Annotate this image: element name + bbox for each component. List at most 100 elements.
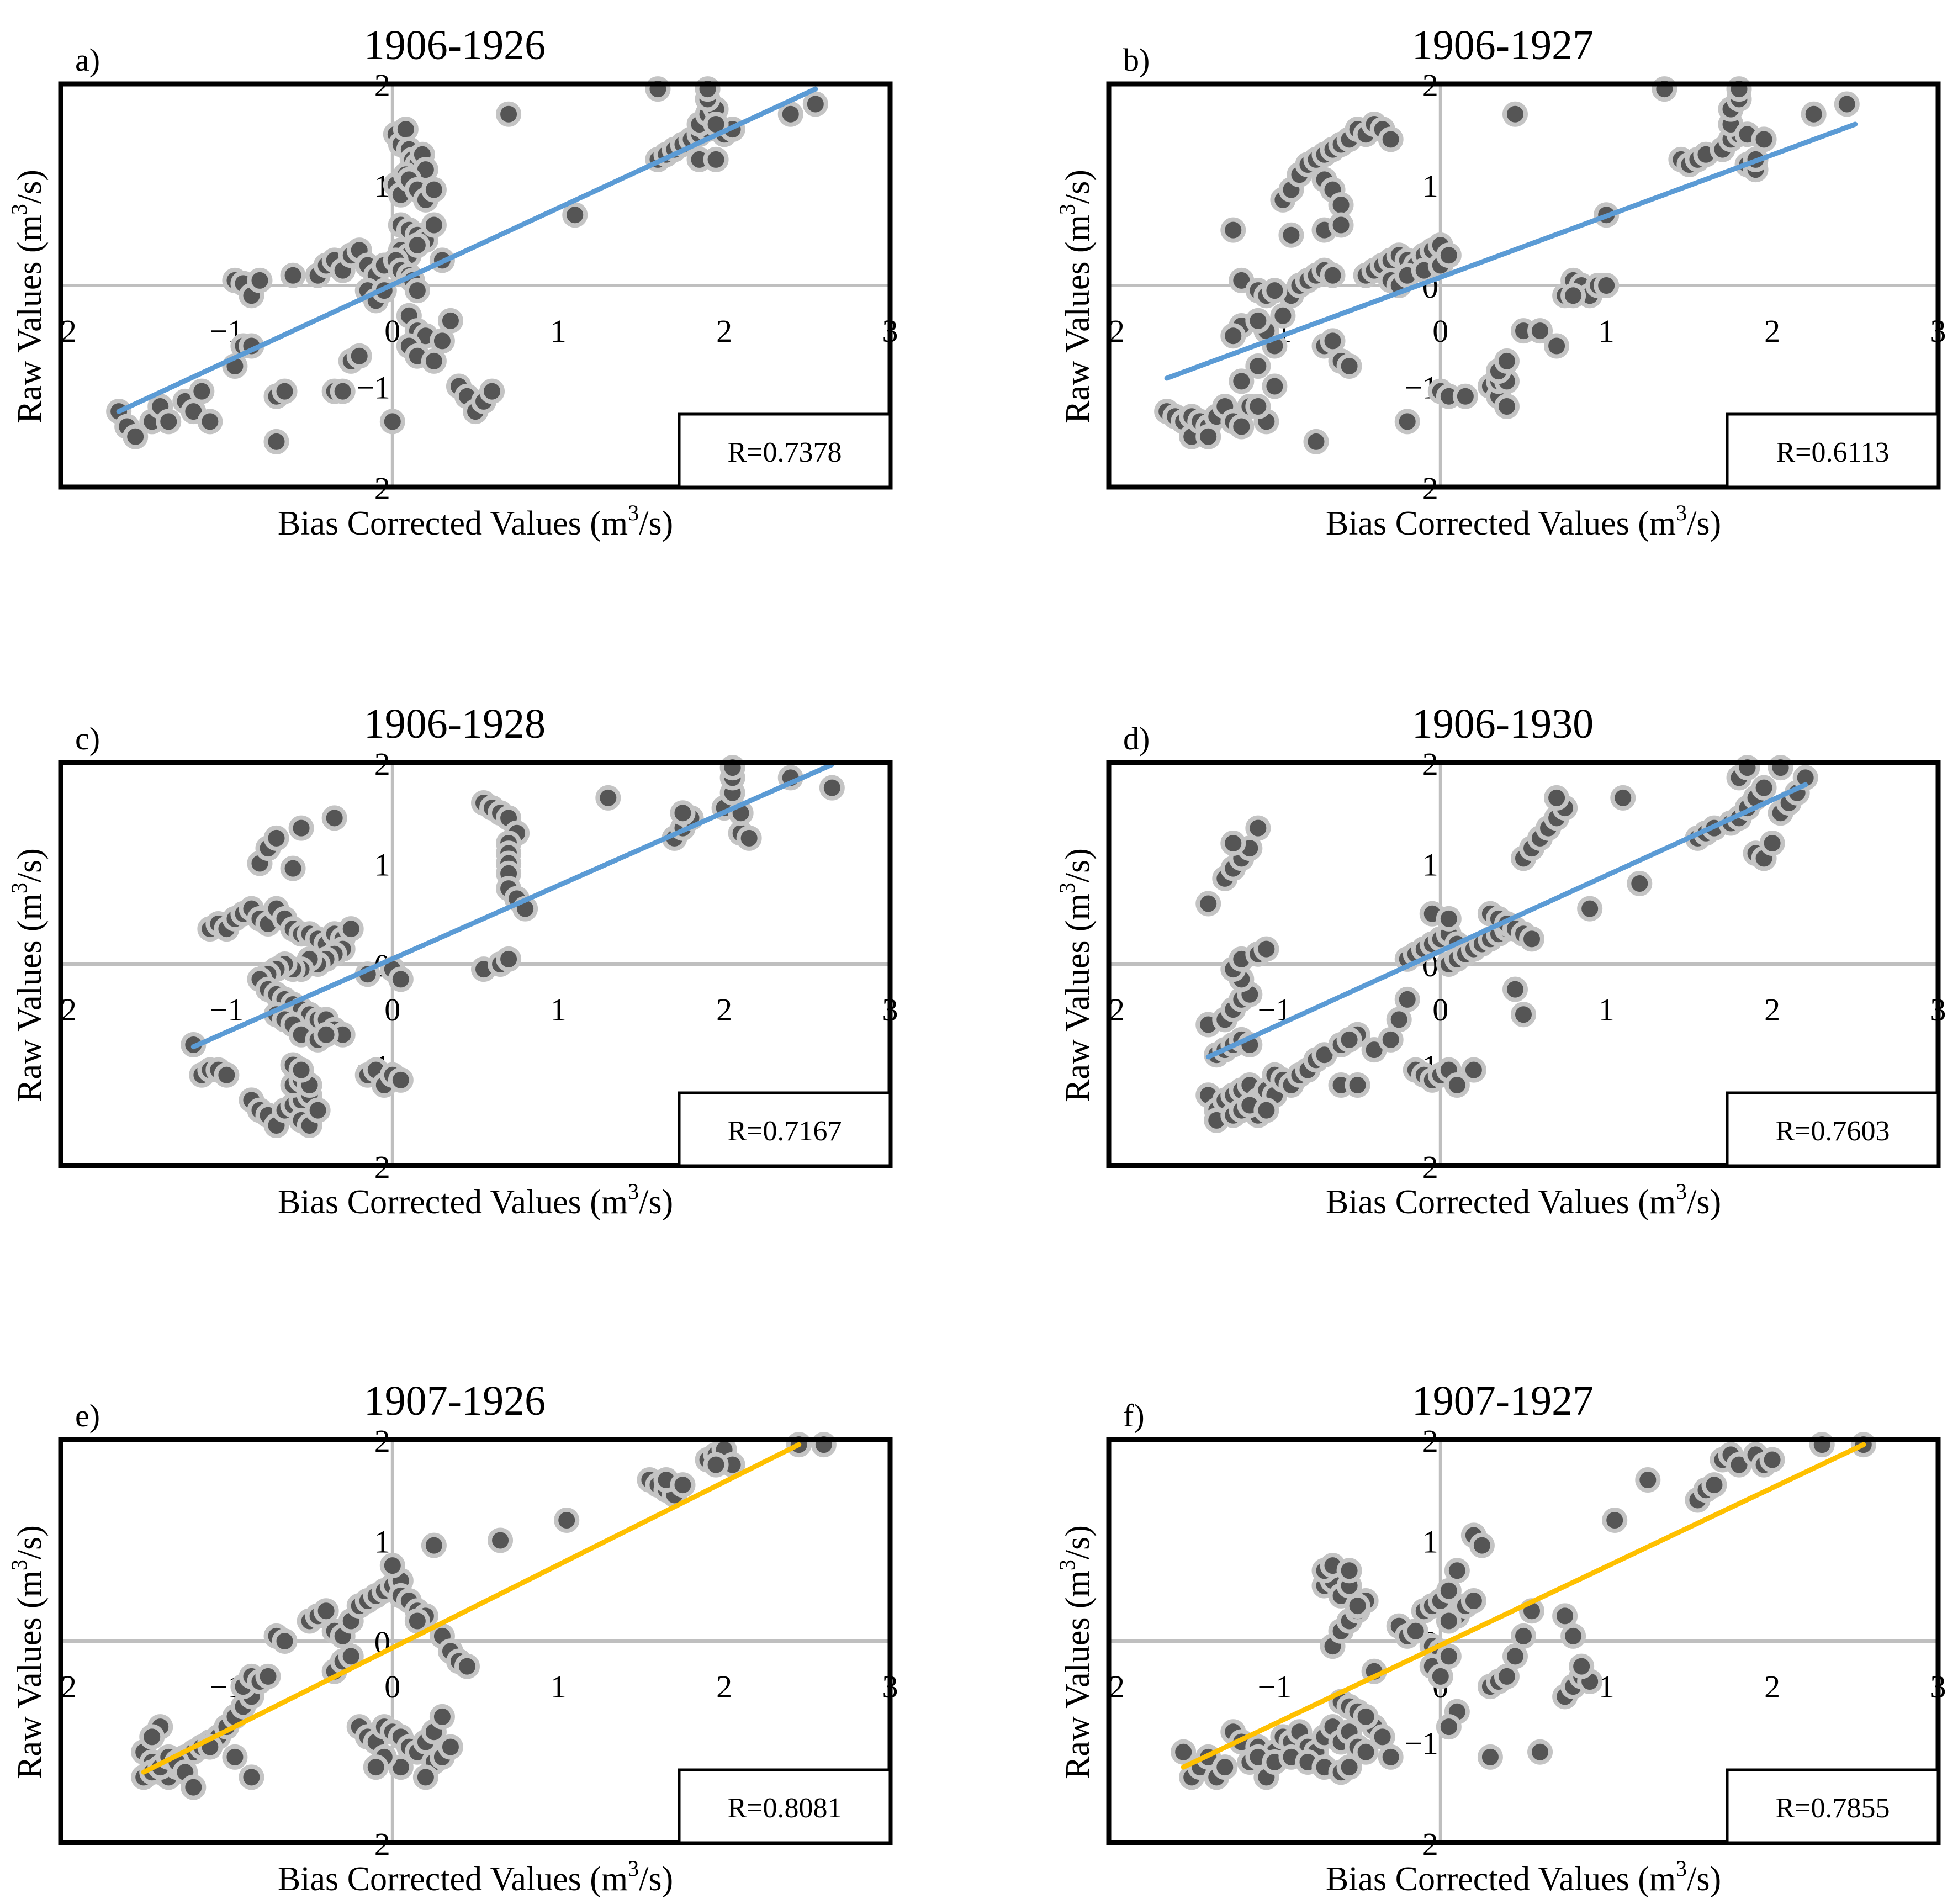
data-point xyxy=(1270,303,1296,329)
x-axis-label-main: Bias Corrected Values (m xyxy=(1326,1183,1676,1221)
data-point xyxy=(1494,348,1520,374)
x-axis-label: Bias Corrected Values (m3/s) xyxy=(278,1179,673,1221)
data-point xyxy=(421,212,447,238)
data-point xyxy=(421,348,447,374)
y-axis-label-tail: /s) xyxy=(1059,170,1097,204)
chart-title: 1906-1930 xyxy=(1412,701,1594,747)
chart-title: 1906-1928 xyxy=(364,701,546,747)
data-point xyxy=(1436,242,1462,268)
r-value-label: R=0.7378 xyxy=(727,437,842,468)
plot-frame xyxy=(1106,760,1941,1168)
x-axis-label-tail: /s) xyxy=(1687,1860,1721,1898)
data-point xyxy=(1328,192,1354,218)
data-point xyxy=(819,775,845,801)
x-axis-label-sup: 3 xyxy=(628,500,639,525)
data-point xyxy=(429,1704,455,1730)
panel-label: b) xyxy=(1123,42,1150,78)
data-point xyxy=(1444,1072,1470,1098)
x-axis-label-sup: 3 xyxy=(1676,1856,1687,1881)
x-tick-label: 2 xyxy=(716,313,732,349)
trend-line xyxy=(1205,782,1808,1060)
data-point xyxy=(554,1508,580,1533)
data-point xyxy=(363,1754,389,1780)
data-point xyxy=(1303,429,1329,454)
data-point xyxy=(1527,1739,1553,1765)
trend-line xyxy=(141,1442,802,1775)
data-point xyxy=(1320,262,1346,288)
x-axis-label-tail: /s) xyxy=(639,1183,673,1221)
data-point xyxy=(313,1598,339,1624)
data-point xyxy=(272,378,298,404)
x-tick-label: −1 xyxy=(210,992,244,1028)
data-point xyxy=(1336,353,1362,379)
data-point xyxy=(379,409,405,435)
plot-frame xyxy=(1106,1437,1941,1845)
x-axis-label-tail: /s) xyxy=(639,1860,673,1898)
data-point xyxy=(1759,831,1785,856)
data-point xyxy=(1378,126,1404,152)
data-point xyxy=(1444,1558,1470,1584)
data-point xyxy=(288,1057,314,1083)
data-point xyxy=(280,855,306,881)
data-point xyxy=(1245,815,1271,841)
x-tick-label: 0 xyxy=(384,992,400,1028)
x-tick-label: 0 xyxy=(1432,313,1448,349)
data-point xyxy=(1502,1643,1528,1669)
data-point xyxy=(1511,1623,1536,1649)
data-point xyxy=(429,328,455,354)
data-point xyxy=(1378,1027,1404,1053)
data-point xyxy=(346,343,372,369)
y-axis-label-main: Raw Values (m xyxy=(11,215,49,424)
data-point xyxy=(1229,368,1255,394)
data-point xyxy=(1477,1744,1503,1770)
data-point xyxy=(1262,278,1288,304)
data-point xyxy=(1278,222,1304,248)
data-point xyxy=(1212,1754,1238,1780)
data-point xyxy=(1353,1704,1379,1730)
y-axis-label-sup: 3 xyxy=(7,882,31,893)
data-point xyxy=(421,1532,447,1558)
x-axis-label-tail: /s) xyxy=(1687,505,1721,542)
data-point xyxy=(1544,333,1570,359)
y-axis-label-main: Raw Values (m xyxy=(1059,893,1097,1102)
data-point xyxy=(1594,273,1620,298)
chart-title: 1906-1926 xyxy=(364,22,546,68)
y-axis-label-main: Raw Values (m xyxy=(1059,215,1097,424)
data-point xyxy=(437,1734,463,1760)
x-tick-label: 1 xyxy=(1599,992,1615,1028)
x-axis-label-tail: /s) xyxy=(639,505,673,542)
y-axis-label: Raw Values (m3/s) xyxy=(7,1525,49,1779)
x-tick-label: 2 xyxy=(1109,1669,1125,1705)
data-point xyxy=(1353,1739,1379,1765)
x-tick-label: 2 xyxy=(61,1669,77,1705)
data-point xyxy=(321,805,347,831)
r-value-label: R=0.8081 xyxy=(727,1792,842,1824)
data-point xyxy=(1519,926,1545,952)
r-value-box xyxy=(678,1091,892,1167)
trend-line xyxy=(190,762,835,1050)
x-tick-label: 2 xyxy=(61,313,77,349)
data-point xyxy=(1436,1608,1462,1634)
r-value-box xyxy=(678,1768,892,1844)
data-point xyxy=(123,424,149,449)
data-point xyxy=(181,1774,207,1800)
data-point xyxy=(1378,1744,1404,1770)
data-point xyxy=(239,1764,264,1790)
x-axis-label-sup: 3 xyxy=(1676,1179,1687,1204)
data-point xyxy=(1220,323,1246,349)
y-tick-label: 1 xyxy=(1422,847,1438,883)
data-point xyxy=(1386,1007,1412,1033)
data-point xyxy=(280,262,306,288)
data-point xyxy=(1569,1653,1595,1679)
x-tick-label: 2 xyxy=(1764,313,1780,349)
y-axis-label-tail: /s) xyxy=(1059,1525,1097,1559)
data-point xyxy=(1436,1643,1462,1669)
data-point xyxy=(1577,896,1603,922)
data-point xyxy=(313,1022,339,1048)
y-tick-label: −1 xyxy=(1404,1726,1438,1762)
x-tick-label: 1 xyxy=(551,1669,567,1705)
data-point xyxy=(1229,414,1255,440)
y-axis-label-sup: 3 xyxy=(1055,882,1079,893)
r-value-label: R=0.7167 xyxy=(727,1115,842,1147)
